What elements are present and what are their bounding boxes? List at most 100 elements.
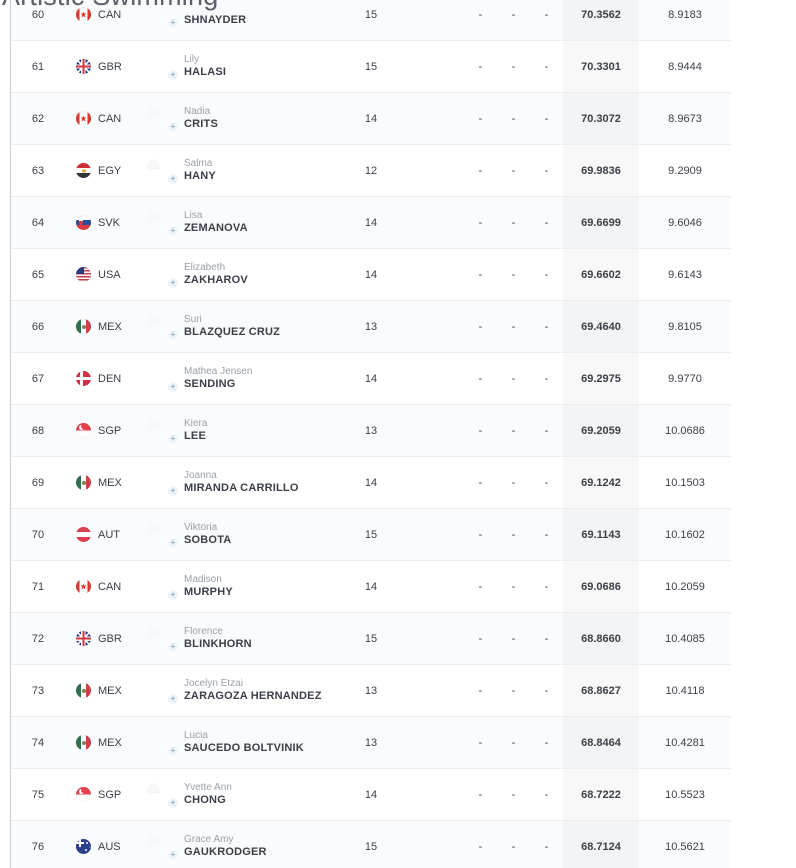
total-score-value: 68.8627 (563, 665, 639, 716)
country-code: CAN (98, 580, 122, 593)
athlete-last-name: SOBOTA (184, 533, 232, 546)
age-value: 13 (364, 424, 378, 437)
subscore-3: - (544, 60, 549, 73)
add-athlete-icon[interactable]: + (167, 484, 179, 497)
add-athlete-icon[interactable]: + (167, 68, 179, 81)
age-value: 14 (364, 268, 378, 281)
athlete-cell: + Salma HANY (151, 158, 341, 185)
add-athlete-icon[interactable]: + (167, 744, 179, 757)
add-athlete-icon[interactable]: + (167, 692, 179, 705)
age-value: 12 (364, 164, 378, 177)
gap-value: 9.8105 (668, 320, 702, 333)
athlete-name: Joanna MIRANDA CARRILLO (184, 470, 299, 494)
rank-value: 74 (31, 736, 45, 749)
add-athlete-icon[interactable]: + (167, 588, 179, 601)
gap-value: 10.4118 (665, 684, 705, 697)
subscore-2: - (511, 320, 516, 333)
athlete-avatar: + (153, 419, 179, 445)
add-athlete-icon[interactable]: + (167, 640, 179, 653)
add-athlete-icon[interactable]: + (167, 796, 179, 809)
age-value: 14 (364, 216, 378, 229)
subscore-1: - (478, 372, 483, 385)
athlete-cell: + Lisa ZEMANOVA (151, 210, 341, 237)
rank-value: 61 (31, 60, 45, 73)
country-cell: AUS (65, 839, 151, 854)
table-row[interactable]: 64 SVK + Lisa ZEMANOVA 14 - - - 69.6699 … (11, 197, 731, 249)
athlete-avatar: + (153, 731, 179, 757)
table-row[interactable]: 75 SGP + Yvette Ann CHONG 14 - - - 68.72… (11, 769, 731, 821)
add-athlete-icon[interactable]: + (167, 16, 179, 29)
athlete-cell: + Joanna MIRANDA CARRILLO (151, 470, 341, 497)
athlete-first-name: Nadia (184, 106, 211, 118)
age-value: 15 (364, 632, 378, 645)
add-athlete-icon[interactable]: + (167, 224, 179, 237)
table-row[interactable]: 70 AUT + Viktoria SOBOTA 15 - - - 69.114… (11, 509, 731, 561)
table-row[interactable]: 76 AUS + Grace Amy GAUKRODGER 15 - - - 6… (11, 821, 731, 868)
table-row[interactable]: 74 MEX + Lucia SAUCEDO BOLTVINIK 13 - - … (11, 717, 731, 769)
table-row[interactable]: 65 USA + Elizabeth ZAKHAROV 14 - - - 69.… (11, 249, 731, 301)
athlete-last-name: ZARAGOZA HERNANDEZ (184, 689, 322, 702)
table-row[interactable]: 72 GBR + Florence BLINKHORN 15 - - - 68.… (11, 613, 731, 665)
country-code: GBR (98, 60, 122, 73)
subscore-2: - (511, 164, 516, 177)
athlete-cell: + Suri BLAZQUEZ CRUZ (151, 314, 341, 341)
athlete-first-name: Grace Amy (184, 834, 234, 846)
country-flag-icon (76, 475, 91, 490)
add-athlete-icon[interactable]: + (167, 276, 179, 289)
subscore-1: - (478, 216, 483, 229)
results-table: 60 CAN + SHNAYDER 15 - - - 70.3562 8.918… (10, 0, 731, 868)
age-value: 14 (364, 476, 378, 489)
add-athlete-icon[interactable]: + (167, 120, 179, 133)
table-row[interactable]: 71 CAN + Madison MURPHY 14 - - - 69.0686… (11, 561, 731, 613)
table-row[interactable]: 63 EGY + Salma HANY 12 - - - 69.9836 9.2… (11, 145, 731, 197)
country-code: CAN (98, 112, 122, 125)
subscore-2: - (511, 60, 516, 73)
table-row[interactable]: 73 MEX + Jocelyn Etzai ZARAGOZA HERNANDE… (11, 665, 731, 717)
rank-value: 65 (31, 268, 45, 281)
athlete-name: Jocelyn Etzai ZARAGOZA HERNANDEZ (184, 678, 322, 702)
country-code: MEX (98, 736, 122, 749)
athlete-first-name: Suri (184, 314, 202, 326)
gap-value: 10.1602 (665, 528, 705, 541)
athlete-name: Grace Amy GAUKRODGER (184, 834, 267, 858)
add-athlete-icon[interactable]: + (167, 536, 179, 549)
athlete-first-name: Madison (184, 574, 222, 586)
subscore-3: - (544, 8, 549, 21)
subscore-1: - (478, 60, 483, 73)
age-value: 14 (364, 112, 378, 125)
add-athlete-icon[interactable]: + (167, 432, 179, 445)
country-cell: AUT (65, 527, 151, 542)
country-flag-icon (76, 787, 91, 802)
gap-value: 10.1503 (665, 476, 705, 489)
table-row[interactable]: 68 SGP + Kiera LEE 13 - - - 69.2059 10.0… (11, 405, 731, 457)
rank-value: 69 (31, 476, 45, 489)
gap-value: 10.5621 (665, 840, 705, 853)
table-row[interactable]: 61 GBR + Lily HALASI 15 - - - 70.3301 8.… (11, 41, 731, 93)
table-row[interactable]: 62 CAN + Nadia CRITS 14 - - - 70.3072 8.… (11, 93, 731, 145)
country-cell: MEX (65, 683, 151, 698)
subscore-2: - (511, 424, 516, 437)
table-row[interactable]: 69 MEX + Joanna MIRANDA CARRILLO 14 - - … (11, 457, 731, 509)
athlete-first-name: Lucia (184, 730, 208, 742)
athlete-name: Kiera LEE (184, 418, 207, 442)
rank-value: 70 (31, 528, 45, 541)
country-cell: SGP (65, 423, 151, 438)
subscore-2: - (511, 684, 516, 697)
athlete-name: Lily HALASI (184, 54, 226, 78)
subscore-2: - (511, 632, 516, 645)
table-row[interactable]: 60 CAN + SHNAYDER 15 - - - 70.3562 8.918… (11, 0, 731, 41)
athlete-last-name: MIRANDA CARRILLO (184, 481, 299, 494)
add-athlete-icon[interactable]: + (167, 848, 179, 861)
athlete-name: Lucia SAUCEDO BOLTVINIK (184, 730, 304, 754)
add-athlete-icon[interactable]: + (167, 328, 179, 341)
athlete-cell: + Mathea Jensen SENDING (151, 366, 341, 393)
add-athlete-icon[interactable]: + (167, 172, 179, 185)
add-athlete-icon[interactable]: + (167, 380, 179, 393)
subscore-3: - (544, 476, 549, 489)
table-row[interactable]: 67 DEN + Mathea Jensen SENDING 14 - - - … (11, 353, 731, 405)
athlete-first-name: Salma (184, 158, 213, 170)
athlete-cell: + Elizabeth ZAKHAROV (151, 262, 341, 289)
table-row[interactable]: 66 MEX + Suri BLAZQUEZ CRUZ 13 - - - 69.… (11, 301, 731, 353)
country-flag-icon (76, 7, 91, 22)
athlete-avatar: + (153, 3, 179, 29)
